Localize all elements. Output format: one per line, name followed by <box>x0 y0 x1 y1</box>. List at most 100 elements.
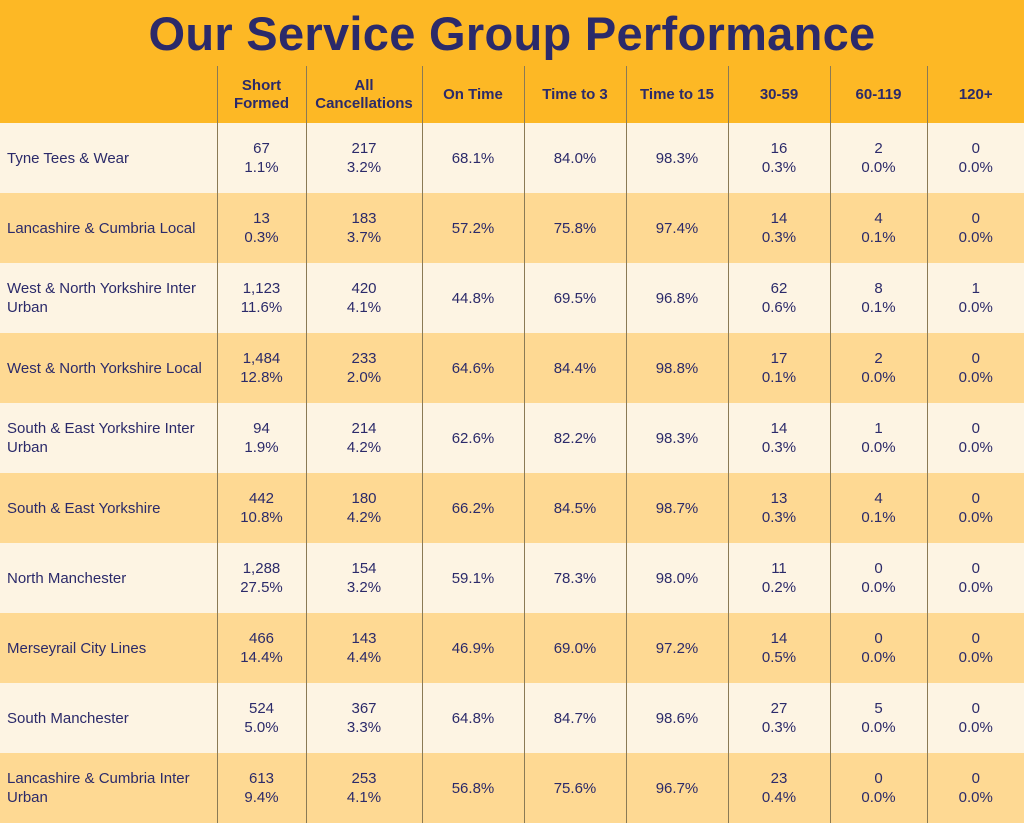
header-30-59: 30-59 <box>727 66 830 123</box>
delay-60-119-cell: 0 0.0% <box>829 543 927 613</box>
delay-60-119-cell: 2 0.0% <box>829 123 927 193</box>
time-to-15-cell: 98.3% <box>625 403 728 473</box>
short-formed-cell: 613 9.4% <box>216 753 306 823</box>
cancellations-cell: 183 3.7% <box>305 193 422 263</box>
delay-30-59-cell: 16 0.3% <box>727 123 830 193</box>
time-to-3-cell: 84.7% <box>523 683 626 753</box>
table-row: Lancashire & Cumbria Inter Urban 613 9.4%… <box>0 753 1024 823</box>
delay-30-59-cell: 13 0.3% <box>727 473 830 543</box>
time-to-15-cell: 98.7% <box>625 473 728 543</box>
delay-60-119-cell: 5 0.0% <box>829 683 927 753</box>
delay-60-119-cell: 4 0.1% <box>829 193 927 263</box>
time-to-15-cell: 98.3% <box>625 123 728 193</box>
delay-120-plus-cell: 1 0.0% <box>926 263 1024 333</box>
time-to-15-cell: 98.6% <box>625 683 728 753</box>
delay-60-119-cell: 0 0.0% <box>829 613 927 683</box>
cancellations-cell: 367 3.3% <box>305 683 422 753</box>
short-formed-cell: 524 5.0% <box>216 683 306 753</box>
service-group-name: South & East Yorkshire <box>0 473 217 543</box>
delay-120-plus-cell: 0 0.0% <box>926 543 1024 613</box>
cancellations-cell: 154 3.2% <box>305 543 422 613</box>
time-to-3-cell: 84.4% <box>523 333 626 403</box>
on-time-cell: 62.6% <box>421 403 524 473</box>
delay-120-plus-cell: 0 0.0% <box>926 333 1024 403</box>
cancellations-cell: 253 4.1% <box>305 753 422 823</box>
delay-30-59-cell: 11 0.2% <box>727 543 830 613</box>
short-formed-cell: 13 0.3% <box>216 193 306 263</box>
time-to-15-cell: 96.7% <box>625 753 728 823</box>
header-service-group <box>0 66 217 123</box>
on-time-cell: 64.6% <box>421 333 524 403</box>
table-row: Lancashire & Cumbria Local 13 0.3% 183 3.7… <box>0 193 1024 263</box>
service-group-name: Lancashire & Cumbria Local <box>0 193 217 263</box>
service-group-name: West & North Yorkshire Inter Urban <box>0 263 217 333</box>
table-row: Tyne Tees & Wear 67 1.1% 217 3.2% 68.1% 84… <box>0 123 1024 193</box>
delay-30-59-cell: 17 0.1% <box>727 333 830 403</box>
service-group-name: Merseyrail City Lines <box>0 613 217 683</box>
table-row: Merseyrail City Lines 466 14.4% 143 4.4% 4… <box>0 613 1024 683</box>
cancellations-cell: 143 4.4% <box>305 613 422 683</box>
delay-60-119-cell: 2 0.0% <box>829 333 927 403</box>
on-time-cell: 56.8% <box>421 753 524 823</box>
cancellations-cell: 180 4.2% <box>305 473 422 543</box>
service-group-name: North Manchester <box>0 543 217 613</box>
short-formed-cell: 94 1.9% <box>216 403 306 473</box>
table-row: North Manchester 1,288 27.5% 154 3.2% 59.1… <box>0 543 1024 613</box>
short-formed-cell: 442 10.8% <box>216 473 306 543</box>
delay-30-59-cell: 14 0.5% <box>727 613 830 683</box>
time-to-3-cell: 75.6% <box>523 753 626 823</box>
delay-60-119-cell: 8 0.1% <box>829 263 927 333</box>
performance-table: Short Formed All Cancellations On Time T… <box>0 66 1024 823</box>
time-to-3-cell: 75.8% <box>523 193 626 263</box>
cancellations-cell: 233 2.0% <box>305 333 422 403</box>
header-120-plus: 120+ <box>926 66 1024 123</box>
table-row: West & North Yorkshire Local 1,484 12.8% … <box>0 333 1024 403</box>
on-time-cell: 44.8% <box>421 263 524 333</box>
header-all-cancellations: All Cancellations <box>305 66 422 123</box>
delay-120-plus-cell: 0 0.0% <box>926 473 1024 543</box>
cancellations-cell: 214 4.2% <box>305 403 422 473</box>
delay-120-plus-cell: 0 0.0% <box>926 683 1024 753</box>
short-formed-cell: 466 14.4% <box>216 613 306 683</box>
time-to-15-cell: 96.8% <box>625 263 728 333</box>
delay-120-plus-cell: 0 0.0% <box>926 193 1024 263</box>
delay-120-plus-cell: 0 0.0% <box>926 613 1024 683</box>
delay-30-59-cell: 14 0.3% <box>727 193 830 263</box>
delay-120-plus-cell: 0 0.0% <box>926 123 1024 193</box>
page-title: Our Service Group Performance <box>148 6 876 60</box>
time-to-15-cell: 97.4% <box>625 193 728 263</box>
header-row: Short Formed All Cancellations On Time T… <box>0 66 1024 123</box>
on-time-cell: 46.9% <box>421 613 524 683</box>
header-on-time: On Time <box>421 66 524 123</box>
delay-30-59-cell: 62 0.6% <box>727 263 830 333</box>
time-to-3-cell: 82.2% <box>523 403 626 473</box>
on-time-cell: 59.1% <box>421 543 524 613</box>
delay-60-119-cell: 1 0.0% <box>829 403 927 473</box>
service-group-name: South & East Yorkshire Inter Urban <box>0 403 217 473</box>
table-row: South & East Yorkshire 442 10.8% 180 4.2% … <box>0 473 1024 543</box>
on-time-cell: 64.8% <box>421 683 524 753</box>
short-formed-cell: 1,123 11.6% <box>216 263 306 333</box>
short-formed-cell: 1,288 27.5% <box>216 543 306 613</box>
cancellations-cell: 420 4.1% <box>305 263 422 333</box>
time-to-3-cell: 84.0% <box>523 123 626 193</box>
time-to-15-cell: 97.2% <box>625 613 728 683</box>
header-time-to-3: Time to 3 <box>523 66 626 123</box>
service-group-name: South Manchester <box>0 683 217 753</box>
time-to-15-cell: 98.8% <box>625 333 728 403</box>
cancellations-cell: 217 3.2% <box>305 123 422 193</box>
table-row: South & East Yorkshire Inter Urban 94 1.9… <box>0 403 1024 473</box>
service-group-name: Tyne Tees & Wear <box>0 123 217 193</box>
delay-30-59-cell: 27 0.3% <box>727 683 830 753</box>
delay-60-119-cell: 0 0.0% <box>829 753 927 823</box>
on-time-cell: 66.2% <box>421 473 524 543</box>
delay-60-119-cell: 4 0.1% <box>829 473 927 543</box>
on-time-cell: 68.1% <box>421 123 524 193</box>
header-short-formed: Short Formed <box>216 66 306 123</box>
header-60-119: 60-119 <box>829 66 927 123</box>
service-group-name: Lancashire & Cumbria Inter Urban <box>0 753 217 823</box>
title-bar: Our Service Group Performance <box>0 0 1024 66</box>
time-to-3-cell: 69.0% <box>523 613 626 683</box>
time-to-3-cell: 84.5% <box>523 473 626 543</box>
